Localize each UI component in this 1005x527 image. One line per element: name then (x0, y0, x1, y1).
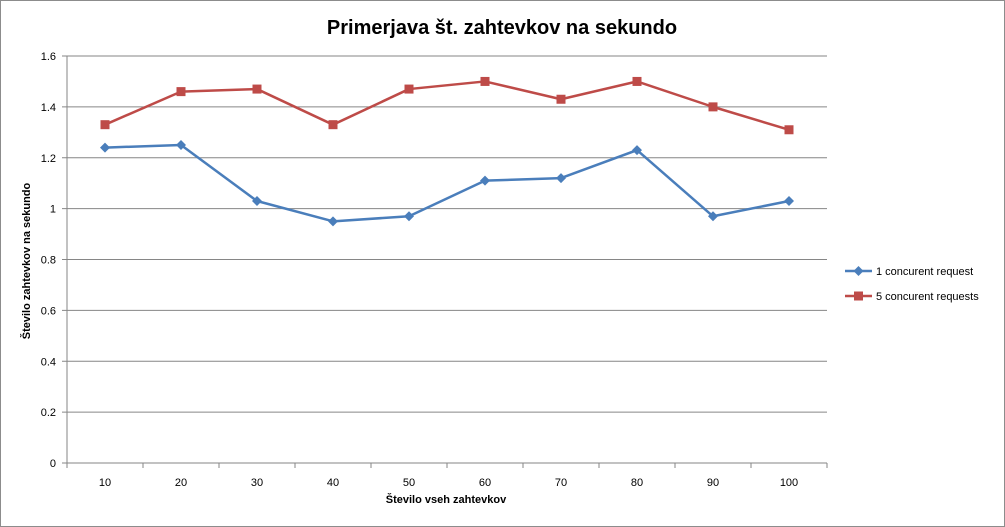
x-tick-label: 80 (631, 477, 643, 489)
y-tick-label: 0.6 (41, 305, 56, 317)
legend: 1 concurent request 5 concurent requests (845, 266, 979, 303)
data-point-diamond (480, 175, 490, 186)
data-point-square (784, 125, 794, 135)
y-tick-label: 1.2 (41, 153, 56, 165)
x-tick-label: 90 (707, 477, 719, 489)
data-point-square (328, 120, 338, 130)
y-tick-label: 0.2 (41, 407, 56, 419)
data-point-diamond (100, 142, 110, 153)
legend-label: 5 concurent requests (876, 291, 979, 303)
x-tick-label: 50 (403, 477, 415, 489)
legend-item-2: 5 concurent requests (845, 291, 979, 303)
x-tick-label: 10 (99, 477, 111, 489)
data-point-square (632, 76, 642, 86)
y-tick-label: 0.8 (41, 255, 56, 267)
legend-label: 1 concurent request (876, 266, 973, 278)
data-point-square (252, 84, 262, 94)
y-tick-label: 0 (50, 458, 56, 470)
axes (62, 55, 828, 468)
data-point-diamond (853, 266, 864, 276)
series-line (104, 80, 790, 131)
data-point-square (854, 291, 863, 301)
y-tick-label: 0.4 (41, 356, 56, 368)
x-tick-labels: 10 20 30 40 50 60 70 80 90 100 (99, 477, 798, 489)
x-axis-label: Število vseh zahtevkov (386, 493, 507, 506)
data-point-square (100, 120, 110, 130)
y-axis-label: Število zahtevkov na sekundo (20, 182, 33, 339)
chart-title: Primerjava št. zahtevkov na sekundo (327, 17, 677, 39)
data-point-diamond (556, 173, 566, 184)
x-tick-label: 20 (175, 477, 187, 489)
data-point-square (556, 94, 566, 104)
data-point-diamond (708, 211, 718, 222)
legend-item-1: 1 concurent request (845, 266, 973, 278)
series-2 (100, 76, 794, 135)
data-point-diamond (784, 195, 794, 206)
y-tick-label: 1.6 (41, 51, 56, 63)
gridlines (67, 55, 827, 413)
data-point-diamond (252, 195, 262, 206)
data-point-diamond (404, 211, 414, 222)
data-point-diamond (176, 140, 186, 151)
x-tick-label: 30 (251, 477, 263, 489)
x-tick-label: 40 (327, 477, 339, 489)
data-point-square (176, 87, 186, 97)
x-tick-label: 70 (555, 477, 567, 489)
series-lines (100, 76, 794, 227)
x-tick-label: 100 (780, 477, 798, 489)
y-tick-label: 1 (50, 204, 56, 216)
y-tick-label: 1.4 (41, 102, 56, 114)
y-tick-labels: 0 0.2 0.4 0.6 0.8 1 1.2 1.4 1.6 (41, 51, 56, 470)
data-point-diamond (632, 145, 642, 156)
data-point-diamond (328, 216, 338, 227)
data-point-square (708, 102, 718, 112)
data-point-square (404, 84, 414, 94)
series-line (104, 143, 790, 223)
series-1 (100, 140, 794, 227)
data-point-square (480, 76, 490, 86)
x-tick-label: 60 (479, 477, 491, 489)
